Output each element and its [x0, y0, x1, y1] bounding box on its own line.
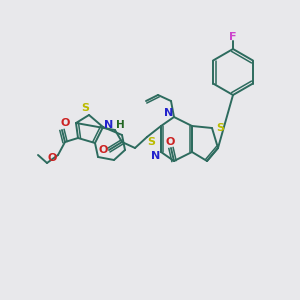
Text: S: S — [81, 103, 89, 113]
Text: H: H — [116, 120, 124, 130]
Text: N: N — [104, 120, 114, 130]
Text: O: O — [165, 137, 175, 147]
Text: N: N — [164, 108, 174, 118]
Text: S: S — [147, 137, 155, 147]
Text: O: O — [60, 118, 70, 128]
Text: S: S — [216, 123, 224, 133]
Text: F: F — [229, 32, 237, 42]
Text: N: N — [152, 151, 160, 161]
Text: O: O — [98, 145, 108, 155]
Text: O: O — [47, 153, 57, 163]
